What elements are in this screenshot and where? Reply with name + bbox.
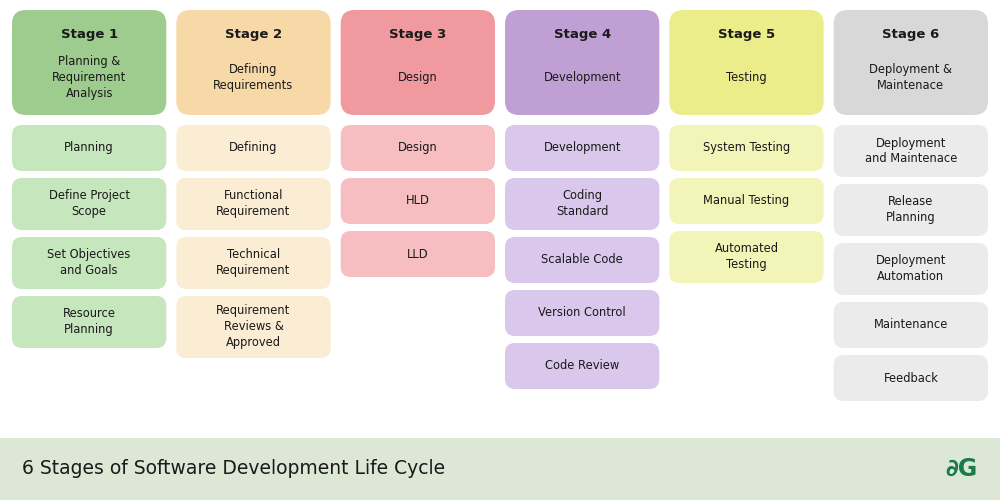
Text: Resource
Planning: Resource Planning (63, 308, 116, 336)
FancyBboxPatch shape (834, 355, 988, 401)
FancyBboxPatch shape (176, 237, 331, 289)
Text: Development: Development (543, 72, 621, 85)
FancyBboxPatch shape (834, 125, 988, 177)
Text: Version Control: Version Control (538, 306, 626, 320)
Text: Technical
Requirement: Technical Requirement (216, 248, 291, 278)
FancyBboxPatch shape (176, 178, 331, 230)
Text: Manual Testing: Manual Testing (703, 194, 790, 207)
Text: HLD: HLD (406, 194, 430, 207)
FancyBboxPatch shape (12, 125, 166, 171)
Text: Stage 6: Stage 6 (882, 28, 939, 42)
Text: Planning: Planning (64, 142, 114, 154)
FancyBboxPatch shape (0, 438, 1000, 500)
FancyBboxPatch shape (505, 125, 659, 171)
FancyBboxPatch shape (669, 178, 824, 224)
Text: Scalable Code: Scalable Code (541, 254, 623, 266)
FancyBboxPatch shape (176, 296, 331, 358)
FancyBboxPatch shape (12, 178, 166, 230)
FancyBboxPatch shape (834, 184, 988, 236)
Text: Code Review: Code Review (545, 360, 619, 372)
Text: ∂G: ∂G (946, 457, 978, 481)
FancyBboxPatch shape (341, 178, 495, 224)
FancyBboxPatch shape (341, 231, 495, 277)
Text: Deployment &
Maintenace: Deployment & Maintenace (869, 64, 952, 92)
FancyBboxPatch shape (834, 10, 988, 115)
FancyBboxPatch shape (341, 10, 495, 115)
Text: Development: Development (543, 142, 621, 154)
Text: Stage 3: Stage 3 (389, 28, 446, 42)
Text: Feedback: Feedback (883, 372, 938, 384)
Text: Defining
Requirements: Defining Requirements (213, 64, 294, 92)
Text: Release
Planning: Release Planning (886, 196, 936, 224)
FancyBboxPatch shape (669, 125, 824, 171)
Text: Defining: Defining (229, 142, 278, 154)
Text: Stage 4: Stage 4 (554, 28, 611, 42)
Text: Testing: Testing (726, 72, 767, 85)
FancyBboxPatch shape (505, 290, 659, 336)
FancyBboxPatch shape (505, 178, 659, 230)
Text: Design: Design (398, 72, 438, 85)
Text: Coding
Standard: Coding Standard (556, 190, 608, 218)
FancyBboxPatch shape (12, 237, 166, 289)
FancyBboxPatch shape (505, 237, 659, 283)
Text: Deployment
Automation: Deployment Automation (876, 254, 946, 284)
Text: Planning &
Requirement
Analysis: Planning & Requirement Analysis (52, 56, 126, 100)
Text: Stage 1: Stage 1 (61, 28, 118, 42)
Text: 6 Stages of Software Development Life Cycle: 6 Stages of Software Development Life Cy… (22, 460, 445, 478)
Text: Stage 5: Stage 5 (718, 28, 775, 42)
FancyBboxPatch shape (176, 10, 331, 115)
FancyBboxPatch shape (669, 10, 824, 115)
FancyBboxPatch shape (341, 125, 495, 171)
Text: Define Project
Scope: Define Project Scope (49, 190, 130, 218)
Text: System Testing: System Testing (703, 142, 790, 154)
FancyBboxPatch shape (505, 343, 659, 389)
Text: Automated
Testing: Automated Testing (714, 242, 778, 272)
Text: Functional
Requirement: Functional Requirement (216, 190, 291, 218)
FancyBboxPatch shape (669, 231, 824, 283)
Text: Design: Design (398, 142, 438, 154)
FancyBboxPatch shape (176, 125, 331, 171)
FancyBboxPatch shape (505, 10, 659, 115)
Text: Stage 2: Stage 2 (225, 28, 282, 42)
Text: Requirement
Reviews &
Approved: Requirement Reviews & Approved (216, 304, 291, 350)
Text: Maintenance: Maintenance (874, 318, 948, 332)
FancyBboxPatch shape (834, 243, 988, 295)
FancyBboxPatch shape (834, 302, 988, 348)
Text: Set Objectives
and Goals: Set Objectives and Goals (47, 248, 131, 278)
Text: LLD: LLD (407, 248, 429, 260)
FancyBboxPatch shape (12, 10, 166, 115)
FancyBboxPatch shape (12, 296, 166, 348)
Text: Deployment
and Maintenace: Deployment and Maintenace (865, 136, 957, 166)
